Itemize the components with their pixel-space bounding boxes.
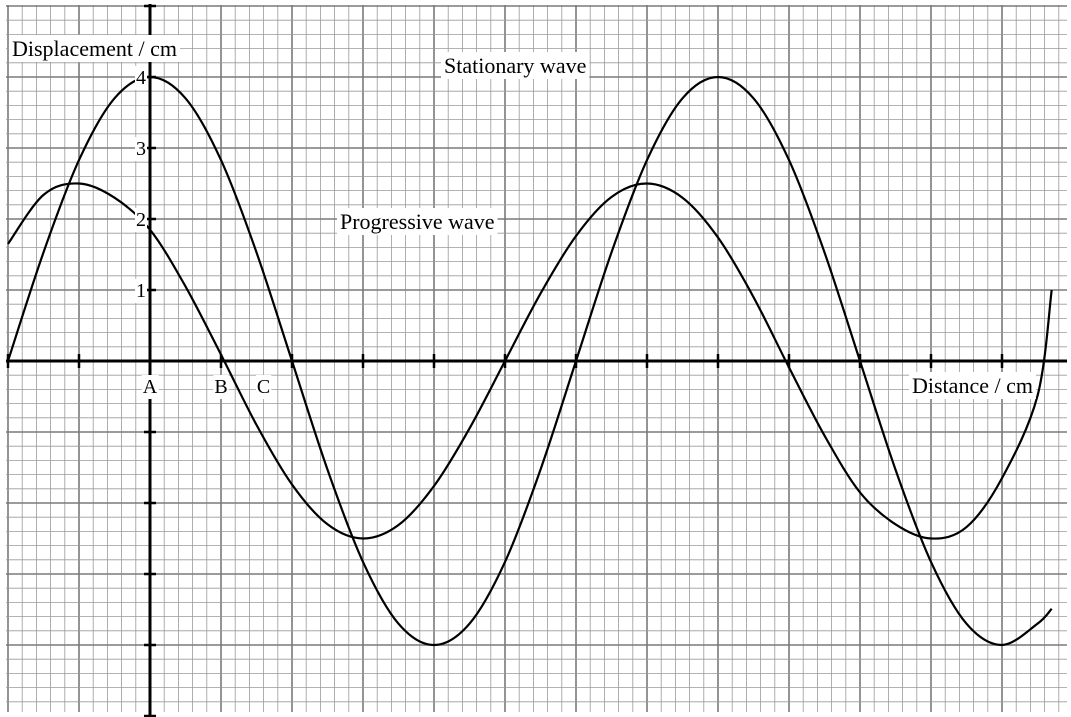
y-tick-label-1: 1 bbox=[136, 280, 146, 302]
stationary-wave-label-background bbox=[441, 52, 590, 79]
progressive-wave-label-group: Progressive wave bbox=[337, 208, 498, 235]
y-tick-label-2-group: 2 bbox=[135, 208, 147, 232]
stationary-wave-curve bbox=[6, 75, 1053, 647]
point-label-A: A bbox=[143, 376, 158, 398]
x-axis-label: Distance / cm bbox=[912, 373, 1033, 398]
stationary-wave-label-group: Stationary wave bbox=[441, 52, 590, 79]
point-label-A-background bbox=[141, 375, 159, 399]
curves bbox=[6, 75, 1053, 647]
point-label-C: C bbox=[257, 376, 270, 398]
point-label-B-group: B bbox=[213, 375, 229, 399]
point-label-C-group: C bbox=[255, 375, 272, 399]
y-tick-label-4-background bbox=[135, 66, 147, 90]
point-label-B: B bbox=[214, 376, 227, 398]
stationary-wave-label: Stationary wave bbox=[444, 53, 586, 78]
y-tick-label-3: 3 bbox=[136, 138, 146, 160]
labels: Displacement / cm Distance / cm Stationary… bbox=[9, 35, 1036, 399]
y-tick-label-3-background bbox=[135, 137, 147, 161]
y-axis-label-background bbox=[9, 35, 180, 62]
y-tick-label-4-group: 4 bbox=[135, 66, 147, 90]
y-tick-label-2-background bbox=[135, 208, 147, 232]
y-tick-label-4: 4 bbox=[136, 67, 146, 89]
x-axis-label-group: Distance / cm bbox=[909, 372, 1036, 399]
y-tick-label-1-background bbox=[135, 279, 147, 303]
point-label-B-background bbox=[213, 375, 229, 399]
y-tick-label-2: 2 bbox=[136, 209, 146, 231]
y-tick-label-3-group: 3 bbox=[135, 137, 147, 161]
x-axis-label-background bbox=[909, 372, 1036, 399]
point-label-A-group: A bbox=[141, 375, 159, 399]
progressive-wave-label: Progressive wave bbox=[340, 209, 495, 234]
y-tick-label-1-group: 1 bbox=[135, 279, 147, 303]
point-label-C-background bbox=[255, 375, 272, 399]
progressive-wave-label-background bbox=[337, 208, 498, 235]
graph-paper-grid bbox=[6, 5, 1067, 712]
progressive-wave-curve bbox=[7, 182, 1053, 540]
y-axis-label-group: Displacement / cm bbox=[9, 35, 180, 62]
axes bbox=[6, 4, 1067, 717]
y-axis-label: Displacement / cm bbox=[12, 36, 177, 61]
